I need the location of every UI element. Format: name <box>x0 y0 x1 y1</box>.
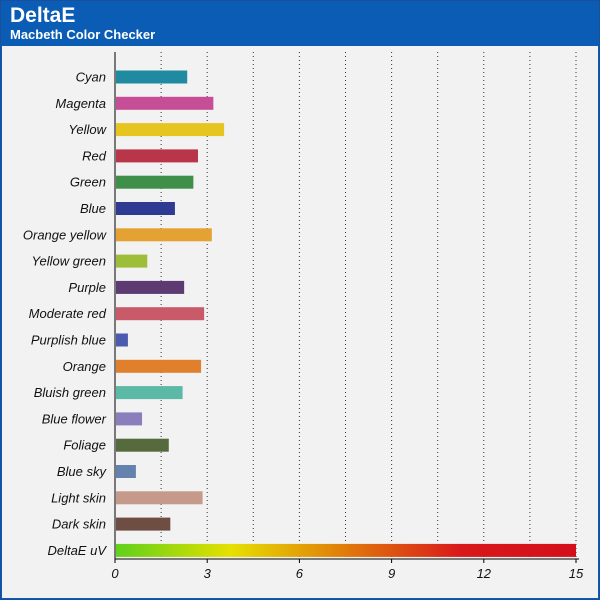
category-label: Blue flower <box>42 411 107 426</box>
category-label: DeltaE uV <box>47 543 107 558</box>
x-tick-label: 12 <box>477 566 492 581</box>
bar-moderate-red <box>116 307 205 321</box>
bar-purplish-blue <box>116 333 128 347</box>
x-tick-label: 9 <box>388 566 395 581</box>
bar-blue <box>116 202 175 215</box>
x-tick-label: 3 <box>204 566 212 581</box>
category-label: Purplish blue <box>31 333 106 348</box>
chart-title: DeltaE <box>10 4 76 27</box>
chart-header: DeltaE Macbeth Color Checker <box>1 1 599 45</box>
category-label: Red <box>82 148 107 163</box>
category-label: Bluish green <box>34 385 106 400</box>
category-label: Magenta <box>55 96 106 111</box>
category-label: Blue sky <box>57 464 108 479</box>
bar-purple <box>116 280 185 294</box>
category-label: Yellow green <box>32 254 106 269</box>
bar-yellow <box>116 123 225 137</box>
x-tick-label: 15 <box>569 566 584 581</box>
category-label: Orange yellow <box>23 227 108 242</box>
bar-blue-flower <box>116 412 143 426</box>
bar-dark-skin <box>116 517 171 531</box>
bar-foliage <box>116 438 169 452</box>
category-label: Dark skin <box>52 517 106 532</box>
x-tick-label: 0 <box>111 566 119 581</box>
bar-orange <box>116 359 202 373</box>
plot-area: 0 3 6 9 12 15 Cyan Magenta Yellow Red Green Blue Ora… <box>2 46 598 598</box>
bar-magenta <box>116 96 214 110</box>
bar-orange-yellow <box>116 228 212 242</box>
category-label: Light skin <box>51 490 106 505</box>
x-tick-label: 6 <box>296 566 304 581</box>
category-label: Green <box>70 175 106 190</box>
bar-red <box>116 149 198 163</box>
bar-chart: 0 3 6 9 12 15 Cyan Magenta Yellow Red Green Blue Ora… <box>23 52 584 581</box>
category-label: Orange <box>63 359 106 374</box>
bar-bluish-green <box>116 386 183 400</box>
bar-cyan <box>116 70 188 84</box>
bar-light-skin <box>116 491 203 505</box>
category-label: Blue <box>80 201 106 216</box>
category-label: Cyan <box>76 70 106 85</box>
bar-deltae-uv <box>116 543 576 557</box>
bar-green <box>116 175 194 189</box>
bar-blue-sky <box>116 465 136 478</box>
category-label: Purple <box>68 280 106 295</box>
bar-yellow-green <box>116 254 148 268</box>
chart-subtitle: Macbeth Color Checker <box>10 27 156 42</box>
category-label: Foliage <box>63 438 106 453</box>
category-label: Moderate red <box>29 306 107 321</box>
category-label: Yellow <box>68 122 107 137</box>
